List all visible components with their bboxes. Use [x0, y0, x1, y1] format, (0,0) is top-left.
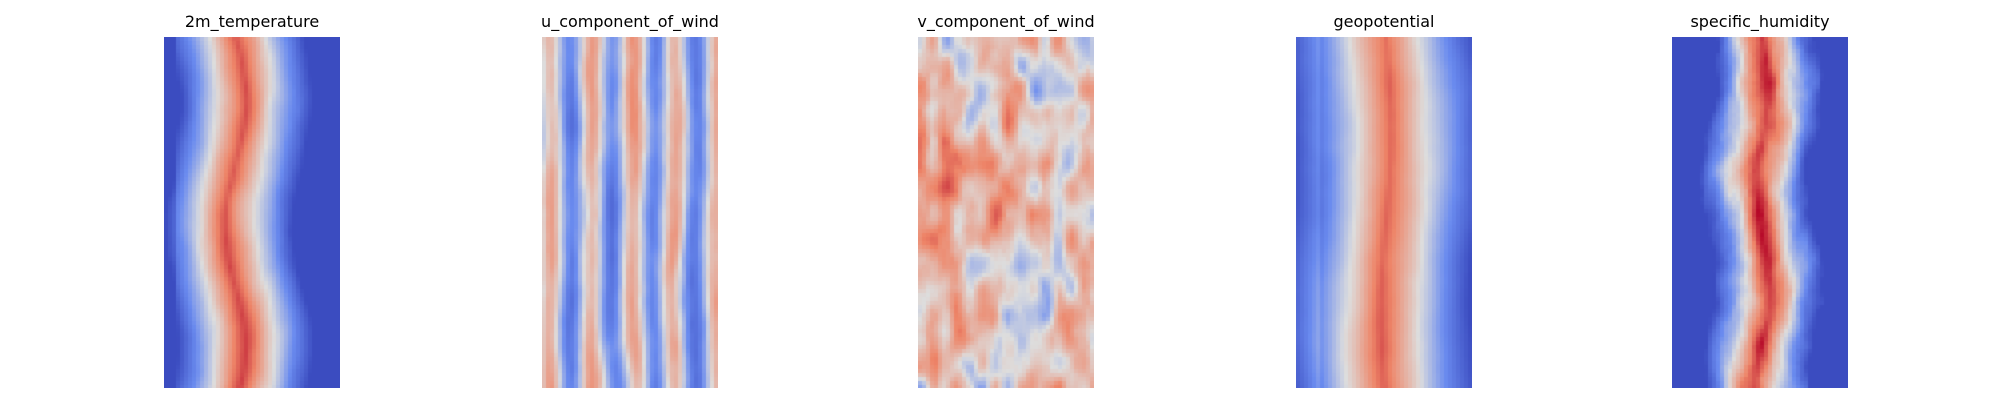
panel-2m-temperature: 2m_temperature: [164, 0, 340, 400]
heatmap-specific-humidity: [1672, 37, 1848, 388]
panel-u-component-of-wind: u_component_of_wind: [541, 0, 719, 400]
heatmap-2m-temperature: [164, 37, 340, 388]
panel-title: v_component_of_wind: [917, 12, 1095, 31]
panel-title: specific_humidity: [1690, 12, 1830, 31]
heatmap-geopotential: [1296, 37, 1472, 388]
heatmap-u-component-of-wind: [542, 37, 718, 388]
panel-title: geopotential: [1333, 12, 1435, 31]
panel-geopotential: geopotential: [1296, 0, 1472, 400]
panel-title: 2m_temperature: [184, 12, 320, 31]
panel-title: u_component_of_wind: [541, 12, 719, 31]
panel-specific-humidity: specific_humidity: [1672, 0, 1848, 400]
panel-v-component-of-wind: v_component_of_wind: [917, 0, 1095, 400]
heatmap-v-component-of-wind: [918, 37, 1094, 388]
